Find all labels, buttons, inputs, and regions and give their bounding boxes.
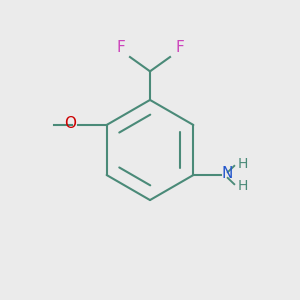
Text: O: O <box>64 116 76 131</box>
Text: H: H <box>238 178 248 193</box>
Text: N: N <box>222 166 233 181</box>
Text: F: F <box>175 40 184 55</box>
Text: F: F <box>116 40 125 55</box>
Text: H: H <box>238 158 248 171</box>
